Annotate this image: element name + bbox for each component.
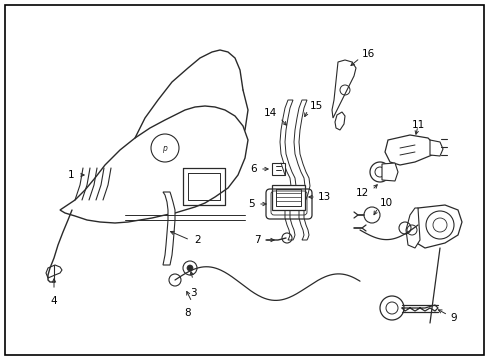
Polygon shape <box>163 192 175 265</box>
Polygon shape <box>280 100 295 240</box>
Polygon shape <box>271 163 285 175</box>
Polygon shape <box>405 208 419 248</box>
Polygon shape <box>60 106 247 223</box>
Text: 10: 10 <box>379 198 392 208</box>
Polygon shape <box>293 100 309 240</box>
Polygon shape <box>334 112 345 130</box>
Text: p: p <box>161 144 166 153</box>
Text: 4: 4 <box>51 296 57 306</box>
Text: 15: 15 <box>309 101 323 111</box>
Text: 7: 7 <box>254 235 261 245</box>
Text: 3: 3 <box>189 288 196 298</box>
Polygon shape <box>271 185 305 210</box>
Text: 9: 9 <box>449 313 456 323</box>
Polygon shape <box>429 140 442 156</box>
Polygon shape <box>331 60 355 118</box>
Polygon shape <box>46 265 62 278</box>
Text: 5: 5 <box>248 199 254 209</box>
Text: 12: 12 <box>355 188 368 198</box>
Polygon shape <box>384 135 434 165</box>
Polygon shape <box>411 205 461 248</box>
Text: 16: 16 <box>361 49 374 59</box>
Text: 14: 14 <box>263 108 276 118</box>
Text: 11: 11 <box>410 120 424 130</box>
Polygon shape <box>381 163 397 181</box>
Text: 8: 8 <box>184 308 191 318</box>
Text: 6: 6 <box>250 164 257 174</box>
Text: 2: 2 <box>194 235 200 245</box>
Text: 13: 13 <box>317 192 330 202</box>
Text: 1: 1 <box>67 170 74 180</box>
Circle shape <box>186 265 193 271</box>
